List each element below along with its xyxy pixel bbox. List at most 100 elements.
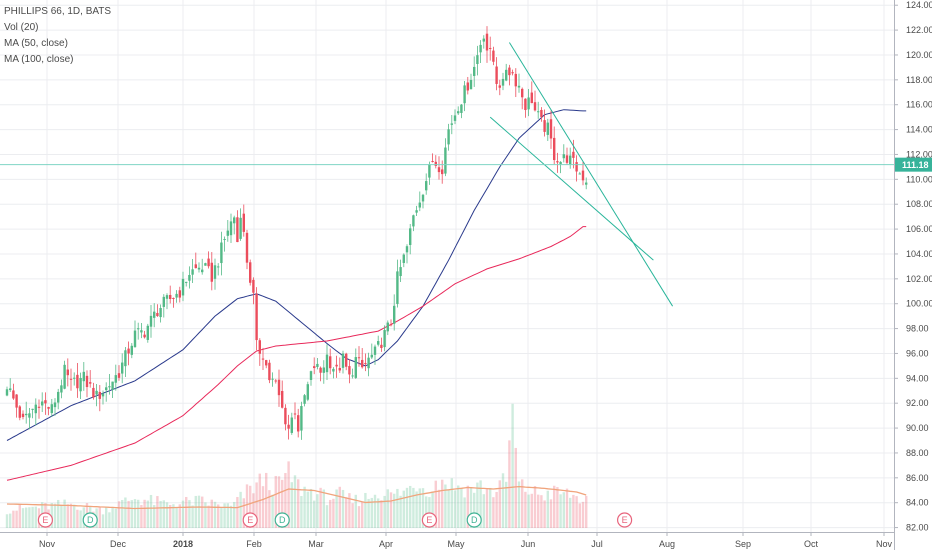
candle-body	[460, 104, 463, 113]
volume-bar	[585, 495, 588, 528]
trend-line[interactable]	[508, 42, 674, 307]
candle-body	[185, 281, 188, 283]
current-price-badge-label: 111.18	[902, 160, 929, 170]
candle-body	[130, 345, 133, 355]
volume-bar	[140, 504, 143, 528]
earnings-event-marker[interactable]	[242, 512, 258, 528]
candle-body	[485, 33, 489, 51]
candle-body	[527, 97, 530, 110]
candle-body	[133, 330, 137, 348]
volume-bar	[293, 475, 297, 528]
time-axis[interactable]	[0, 532, 894, 550]
candle-body	[105, 387, 108, 391]
candle-body	[153, 311, 156, 318]
volume-bar	[409, 485, 412, 528]
price-tick-label: 92.00	[906, 398, 929, 408]
volume-bar	[111, 507, 114, 528]
price-tick-label: 116.00	[906, 100, 932, 110]
candle-body	[409, 228, 412, 245]
volume-bar	[418, 488, 421, 528]
candle-body	[453, 115, 457, 121]
volume-bar	[245, 484, 249, 528]
volume-bar	[361, 502, 364, 528]
volume-bar	[233, 501, 236, 528]
candle-body	[207, 258, 210, 267]
volume-bar	[207, 505, 210, 528]
volume-bar	[9, 513, 12, 528]
volume-bar	[133, 499, 137, 528]
event-marker-label: D	[279, 515, 286, 525]
candle-body	[425, 181, 428, 191]
candle-body	[53, 402, 57, 408]
earnings-event-marker[interactable]	[616, 512, 633, 528]
volume-bar	[492, 497, 495, 528]
dividend-event-marker[interactable]	[274, 512, 290, 528]
volume-bar	[79, 510, 82, 528]
candle-body	[114, 375, 117, 383]
candle-body	[313, 366, 316, 369]
volume-bar	[223, 503, 226, 528]
candle-body	[37, 406, 41, 408]
candle-body	[281, 390, 284, 408]
candle-body	[223, 238, 226, 240]
candle-body	[5, 389, 9, 396]
volume-bar	[130, 500, 133, 528]
candle-body	[255, 293, 258, 341]
candle-body	[124, 350, 127, 367]
volume-bar	[210, 499, 213, 528]
candle-body	[553, 137, 556, 161]
dividend-event-marker[interactable]	[82, 512, 98, 528]
volume-bar	[5, 514, 9, 528]
candle-body	[498, 85, 501, 88]
volume-bar	[329, 499, 332, 528]
price-tick-label: 94.00	[906, 373, 929, 383]
dividend-event-marker[interactable]	[466, 512, 482, 528]
candle-body	[508, 67, 511, 76]
candle-body	[21, 413, 25, 418]
volume-bar	[204, 502, 207, 528]
candle-body	[482, 38, 485, 42]
current-price-badge	[895, 157, 932, 172]
candle-body	[165, 295, 169, 299]
time-tick-label: May	[447, 539, 465, 549]
volume-bar	[338, 486, 341, 528]
volume-bar	[297, 479, 300, 528]
candle-body	[226, 230, 229, 236]
candle-body	[121, 362, 124, 374]
trend-line[interactable]	[489, 116, 654, 261]
price-axis[interactable]	[894, 0, 932, 550]
candle-body	[585, 182, 588, 185]
candle-body	[431, 161, 434, 163]
candle-body	[415, 210, 418, 213]
volume-bar	[466, 485, 469, 528]
candle-body	[44, 400, 47, 404]
volume-bar	[489, 487, 492, 528]
earnings-event-marker[interactable]	[421, 512, 437, 528]
candle-body	[181, 278, 185, 296]
volume-bar	[76, 509, 79, 528]
earnings-event-marker[interactable]	[37, 512, 54, 528]
volume-bar	[159, 500, 162, 528]
volume-bar	[319, 487, 322, 528]
candle-body	[201, 269, 204, 273]
candle-body	[389, 324, 393, 326]
candle-body	[143, 334, 146, 338]
volume-bar	[460, 488, 463, 528]
volume-bar	[261, 486, 265, 528]
volume-bar	[348, 493, 351, 528]
volume-bar	[265, 472, 268, 528]
candle-body	[213, 265, 217, 279]
volume-bar	[559, 494, 562, 528]
candle-body	[66, 369, 69, 376]
volume-bar	[165, 502, 169, 528]
candle-body	[210, 262, 213, 282]
volume-bar	[69, 503, 73, 528]
volume-bar	[34, 506, 37, 528]
volume-bar	[546, 490, 549, 528]
price-tick-label: 118.00	[906, 75, 932, 85]
volume-bar	[156, 496, 159, 528]
event-marker-label: D	[471, 515, 478, 525]
price-tick-label: 114.00	[906, 125, 932, 135]
volume-bar	[412, 487, 415, 528]
